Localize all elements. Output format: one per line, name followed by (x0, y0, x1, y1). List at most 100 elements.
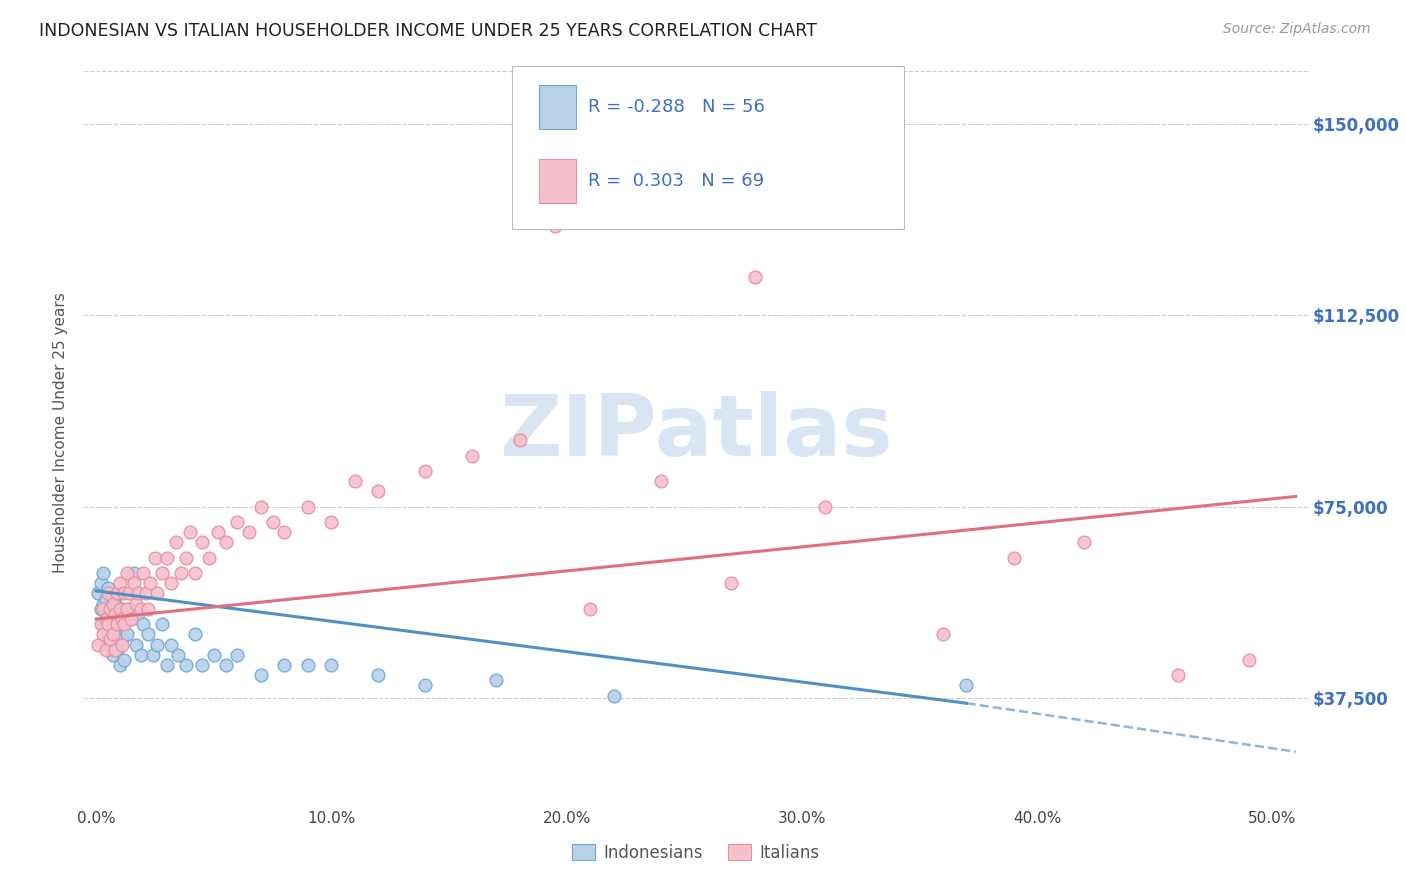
Point (94, 591, 117, 606)
Point (118, 601, 141, 615)
Point (226, 515, 249, 529)
Point (115, 601, 138, 615)
Point (112, 617, 135, 632)
Point (744, 269, 766, 284)
Point (91, 617, 114, 632)
Point (238, 525, 260, 540)
Point (101, 627, 124, 641)
Point (105, 586, 128, 600)
Point (111, 612, 134, 626)
Point (91, 597, 114, 611)
Point (602, 689, 624, 703)
Point (111, 601, 134, 615)
Point (184, 627, 207, 641)
Point (94, 642, 117, 657)
Point (160, 576, 183, 591)
Point (214, 535, 236, 549)
Point (129, 648, 152, 662)
Point (191, 657, 214, 672)
Point (101, 617, 124, 632)
Point (104, 627, 127, 641)
Point (720, 576, 742, 591)
Point (98, 632, 121, 647)
Point (1167, 668, 1189, 682)
Point (135, 586, 157, 600)
Point (367, 484, 389, 499)
FancyBboxPatch shape (513, 66, 904, 229)
Point (105, 607, 128, 621)
Point (101, 591, 124, 606)
Point (139, 576, 162, 591)
Point (125, 597, 148, 611)
Point (120, 612, 142, 626)
Point (249, 668, 271, 682)
Point (1002, 550, 1025, 565)
Point (814, 500, 837, 514)
Point (262, 515, 284, 529)
Point (125, 638, 148, 652)
Point (127, 586, 149, 600)
Point (104, 607, 127, 621)
Point (170, 566, 193, 580)
Point (142, 648, 165, 662)
Point (174, 657, 197, 672)
Point (87, 586, 110, 600)
Point (156, 657, 179, 672)
Point (115, 566, 138, 580)
Point (415, 678, 437, 692)
Point (579, 601, 602, 615)
Point (97, 582, 120, 596)
Point (108, 576, 131, 591)
Point (111, 632, 134, 647)
Point (955, 678, 977, 692)
Point (132, 566, 155, 580)
Point (122, 576, 145, 591)
Point (101, 597, 124, 611)
Point (87, 638, 110, 652)
Point (650, 474, 672, 488)
Point (174, 550, 197, 565)
Point (150, 566, 173, 580)
Point (115, 627, 138, 641)
Point (509, 434, 531, 448)
Text: Source: ZipAtlas.com: Source: ZipAtlas.com (1223, 22, 1371, 37)
Point (90, 576, 112, 591)
Text: INDONESIAN VS ITALIAN HOUSEHOLDER INCOME UNDER 25 YEARS CORRELATION CHART: INDONESIAN VS ITALIAN HOUSEHOLDER INCOME… (39, 22, 817, 40)
Point (273, 525, 295, 540)
Point (485, 673, 508, 688)
Point (91, 627, 114, 641)
Point (104, 642, 127, 657)
Point (94, 612, 117, 626)
Point (214, 657, 236, 672)
Point (91, 566, 114, 580)
Point (150, 617, 173, 632)
Point (1073, 535, 1095, 549)
Point (112, 617, 135, 632)
Point (90, 617, 112, 632)
Point (98, 601, 121, 615)
Point (97, 627, 120, 641)
Point (108, 601, 131, 615)
Point (98, 638, 121, 652)
Point (97, 617, 120, 632)
Point (104, 597, 127, 611)
Point (120, 612, 142, 626)
Point (94, 612, 117, 626)
Point (198, 550, 221, 565)
Point (544, 219, 567, 233)
Point (122, 566, 145, 580)
Point (97, 586, 120, 600)
Point (202, 648, 225, 662)
FancyBboxPatch shape (540, 85, 576, 129)
Point (273, 657, 295, 672)
Point (184, 566, 207, 580)
Point (367, 668, 389, 682)
Point (112, 653, 135, 667)
Point (98, 601, 121, 615)
Point (343, 474, 366, 488)
Point (136, 627, 159, 641)
Point (146, 586, 169, 600)
Point (118, 586, 141, 600)
Point (179, 525, 201, 540)
Point (321, 657, 343, 672)
